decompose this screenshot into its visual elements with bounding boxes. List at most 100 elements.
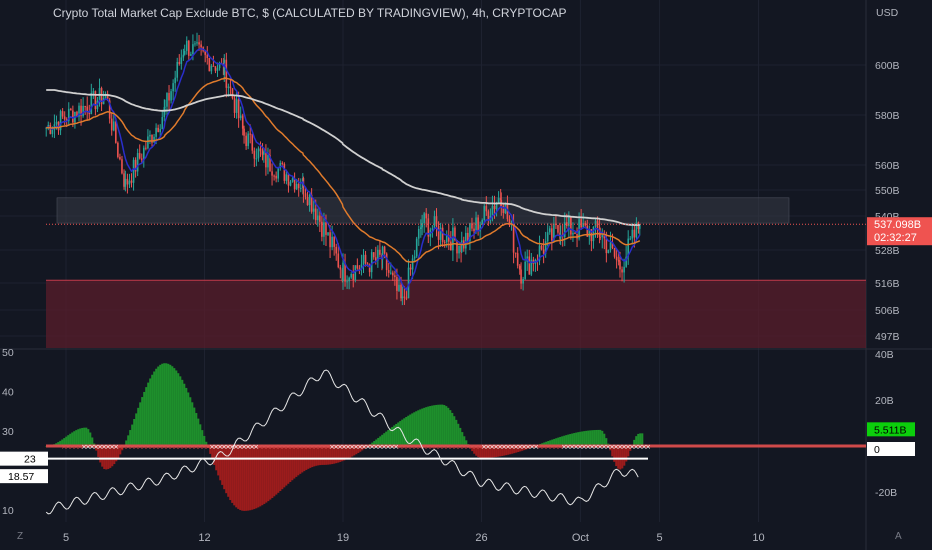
signal-mark: × bbox=[513, 443, 519, 451]
candle-body bbox=[439, 227, 442, 240]
candle-body bbox=[297, 183, 300, 189]
candle-body bbox=[435, 216, 438, 226]
histogram-bar bbox=[355, 446, 358, 455]
signal-mark: × bbox=[581, 443, 587, 451]
histogram-bar bbox=[391, 426, 394, 447]
signal-mark: × bbox=[69, 443, 75, 451]
histogram-bar bbox=[73, 431, 76, 447]
histogram-bar bbox=[567, 434, 570, 447]
histogram-bar bbox=[115, 446, 118, 462]
candle-body bbox=[216, 68, 219, 71]
signal-mark: × bbox=[473, 443, 479, 451]
candle-body bbox=[188, 40, 190, 56]
signal-mark: × bbox=[169, 443, 175, 451]
signal-mark: × bbox=[241, 443, 247, 451]
histogram-bar bbox=[489, 446, 492, 458]
auto-scale-button[interactable]: A bbox=[895, 531, 902, 542]
histogram-bar bbox=[397, 422, 400, 447]
signal-mark: × bbox=[349, 443, 355, 451]
candle-body bbox=[218, 62, 221, 69]
histogram-bar bbox=[475, 446, 478, 456]
histogram-bar bbox=[351, 446, 354, 457]
signal-mark: × bbox=[209, 443, 215, 451]
signal-mark: × bbox=[97, 443, 103, 451]
histogram-bar bbox=[569, 434, 572, 447]
candle-body bbox=[385, 253, 388, 271]
candle-body bbox=[425, 213, 428, 219]
candle-body bbox=[170, 91, 172, 101]
histogram-bar bbox=[223, 446, 226, 490]
histogram-bar bbox=[627, 446, 630, 457]
signal-mark: × bbox=[493, 443, 499, 451]
time-tick-label: 5 bbox=[63, 532, 69, 544]
histogram-bar bbox=[585, 430, 588, 447]
candle-body bbox=[88, 112, 91, 115]
candle-body bbox=[192, 44, 194, 55]
candle-body bbox=[465, 232, 467, 249]
candle-body bbox=[460, 240, 463, 252]
candle-body bbox=[368, 265, 371, 273]
candle-body bbox=[329, 232, 331, 248]
histogram-bar bbox=[323, 446, 326, 465]
timezone-button[interactable]: Z bbox=[17, 531, 24, 542]
candle-body bbox=[63, 116, 66, 120]
histogram-bar bbox=[261, 446, 264, 506]
histogram-bar bbox=[69, 433, 72, 447]
candle-body bbox=[163, 107, 166, 118]
osc-left-tick: 10 bbox=[2, 505, 14, 517]
candle-body bbox=[497, 198, 500, 204]
histogram-bar bbox=[387, 430, 390, 447]
candle-body bbox=[348, 277, 350, 282]
candle-body bbox=[437, 225, 440, 240]
candle-body bbox=[574, 232, 576, 234]
histogram-bar bbox=[141, 397, 144, 447]
candle-body bbox=[375, 257, 377, 261]
histogram-bar bbox=[329, 446, 332, 465]
histogram-bar bbox=[277, 446, 280, 493]
candle-body bbox=[157, 127, 159, 133]
candle-body bbox=[366, 263, 369, 266]
candle-body bbox=[588, 229, 591, 237]
candle-body bbox=[508, 219, 511, 225]
candle-body bbox=[319, 215, 321, 222]
signal-mark: × bbox=[89, 443, 95, 451]
histogram-bar bbox=[59, 440, 62, 447]
histogram-bar bbox=[299, 446, 302, 474]
resistance-zone bbox=[56, 197, 790, 224]
signal-mark: × bbox=[257, 443, 263, 451]
signal-mark: × bbox=[273, 443, 279, 451]
candle-body bbox=[631, 229, 634, 239]
signal-mark: × bbox=[625, 443, 631, 451]
signal-mark: × bbox=[381, 443, 387, 451]
candle-body bbox=[321, 221, 323, 237]
candle-body bbox=[475, 217, 477, 232]
candle-body bbox=[396, 277, 398, 291]
histogram-bar bbox=[547, 441, 550, 447]
histogram-bar bbox=[203, 435, 206, 447]
histogram-bar bbox=[343, 446, 346, 461]
candle-body bbox=[285, 174, 288, 181]
histogram-bar bbox=[523, 446, 526, 451]
candle-body bbox=[229, 86, 232, 89]
histogram-bar bbox=[473, 446, 476, 454]
histogram-bar bbox=[525, 446, 528, 450]
histogram-bar bbox=[403, 418, 406, 447]
candle-body bbox=[394, 275, 396, 278]
signal-mark: × bbox=[533, 443, 539, 451]
candle-body bbox=[337, 253, 340, 268]
signal-mark: × bbox=[249, 443, 255, 451]
candle-body bbox=[59, 111, 62, 131]
candle-body bbox=[61, 111, 64, 117]
candle-body bbox=[473, 228, 475, 232]
histogram-bar bbox=[213, 446, 216, 465]
osc-left-value-box bbox=[0, 469, 48, 484]
signal-mark: × bbox=[265, 443, 271, 451]
signal-mark: × bbox=[509, 443, 515, 451]
histogram-bar bbox=[85, 427, 88, 447]
candle-body bbox=[243, 128, 245, 136]
candle-body bbox=[356, 265, 359, 269]
histogram-bar bbox=[415, 411, 418, 447]
signal-mark: × bbox=[593, 443, 599, 451]
candle-body bbox=[514, 252, 517, 254]
histogram-bar bbox=[201, 430, 204, 447]
